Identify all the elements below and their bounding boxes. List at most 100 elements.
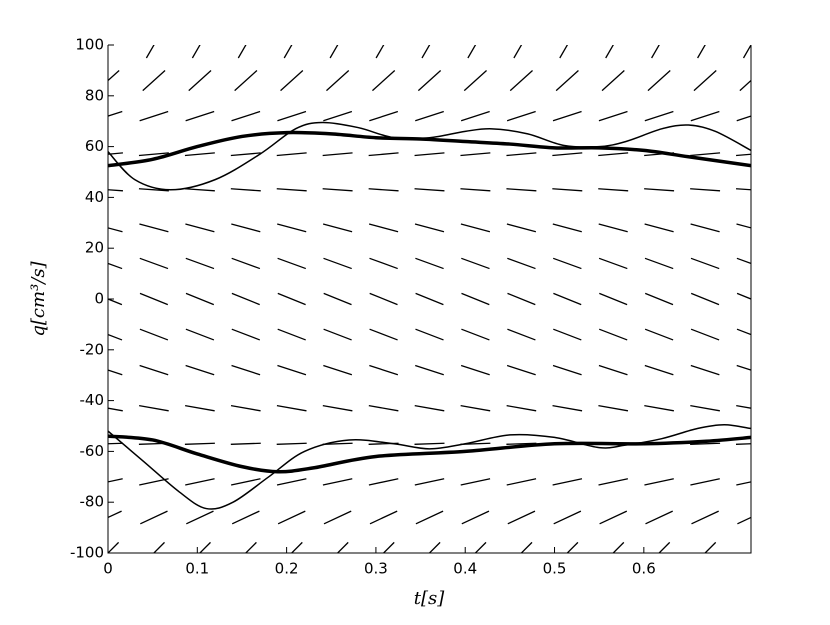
- field-segment: [598, 478, 629, 486]
- field-segment: [276, 152, 307, 157]
- y-tick-label: 80: [85, 86, 104, 104]
- field-segment: [553, 328, 582, 341]
- field-segment: [520, 541, 533, 553]
- field-segment: [322, 404, 353, 412]
- field-segment: [612, 541, 625, 553]
- field-segment: [736, 481, 751, 486]
- field-segment: [736, 292, 751, 300]
- field-segment: [598, 257, 628, 270]
- field-segment: [323, 257, 352, 270]
- field-segment: [138, 152, 169, 157]
- field-segment: [736, 223, 751, 229]
- y-axis-label: q[cm³/s]: [28, 260, 49, 336]
- field-segment: [276, 188, 307, 192]
- field-segment: [599, 292, 628, 306]
- field-segment: [735, 188, 751, 191]
- field-segment: [323, 110, 353, 122]
- field-segment: [555, 70, 579, 92]
- field-segment: [185, 364, 215, 376]
- field-segment: [461, 257, 490, 270]
- field-segment: [552, 257, 582, 270]
- field-segment: [506, 188, 537, 192]
- field-segment: [553, 292, 582, 306]
- field-segment: [323, 292, 352, 306]
- field-segment: [552, 110, 582, 122]
- field-segment: [277, 110, 307, 122]
- field-segment: [139, 328, 169, 341]
- field-segment: [237, 45, 247, 59]
- field-segment: [605, 45, 614, 59]
- field-segment: [230, 404, 261, 412]
- field-segment: [460, 364, 490, 376]
- field-segment: [139, 364, 169, 376]
- field-segment: [559, 45, 569, 59]
- field-segment: [644, 110, 674, 122]
- y-tick-label: 60: [85, 137, 104, 155]
- field-segment: [414, 188, 445, 192]
- field-segment: [507, 328, 536, 341]
- x-axis-label: t[s]: [414, 588, 445, 609]
- field-segment: [368, 223, 399, 233]
- field-segment: [463, 70, 487, 92]
- field-segment: [736, 328, 751, 336]
- field-segment: [280, 70, 304, 92]
- field-segment: [461, 292, 490, 306]
- field-segment: [142, 70, 166, 92]
- field-segment: [415, 110, 444, 122]
- field-segment: [598, 110, 628, 122]
- x-tick-label: 0.4: [453, 560, 477, 578]
- field-segment: [108, 110, 123, 117]
- field-segment: [736, 364, 751, 371]
- field-segment: [139, 292, 169, 306]
- field-segment: [231, 328, 261, 341]
- field-segment: [461, 510, 490, 525]
- field-segment: [140, 510, 168, 525]
- field-segment: [506, 110, 536, 122]
- field-segment: [697, 45, 706, 59]
- field-segment: [369, 510, 398, 525]
- field-segment: [368, 404, 399, 412]
- field-segment: [326, 70, 350, 92]
- field-segment: [322, 188, 353, 192]
- field-segment: [368, 478, 399, 486]
- field-segment: [644, 478, 674, 486]
- field-segment: [658, 541, 671, 553]
- x-tick-label: 0.2: [275, 560, 299, 578]
- field-segment: [323, 364, 353, 376]
- field-segment: [644, 257, 674, 270]
- field-segment: [414, 223, 445, 233]
- x-tick-label: 0: [103, 560, 113, 578]
- field-segment: [506, 152, 537, 157]
- field-segment: [231, 110, 261, 122]
- field-segment: [414, 404, 445, 412]
- field-segment: [277, 223, 307, 233]
- field-segment: [644, 364, 674, 376]
- field-segment: [414, 442, 445, 445]
- field-segment: [108, 510, 122, 519]
- field-segment: [185, 110, 215, 122]
- field-segment: [552, 152, 583, 157]
- x-tick-label: 0.5: [543, 560, 567, 578]
- field-segment: [460, 188, 491, 192]
- field-segment: [322, 223, 353, 233]
- field-segment: [415, 292, 444, 306]
- field-segment: [460, 152, 491, 157]
- field-segment: [186, 510, 214, 525]
- field-segment: [191, 45, 201, 59]
- field-segment: [736, 153, 751, 157]
- field-segment: [185, 478, 215, 486]
- field-segment: [644, 404, 674, 412]
- y-tick-label: 0: [94, 290, 104, 308]
- field-segment: [277, 510, 306, 525]
- field-segment: [598, 404, 629, 412]
- field-segment: [735, 443, 751, 445]
- field-segment: [506, 478, 537, 486]
- field-segment: [552, 188, 583, 192]
- field-segment: [290, 541, 303, 553]
- field-segment: [474, 541, 487, 553]
- field-segment: [234, 70, 258, 92]
- field-segment: [108, 298, 123, 306]
- field-segment: [184, 188, 215, 192]
- field-segment: [369, 292, 398, 306]
